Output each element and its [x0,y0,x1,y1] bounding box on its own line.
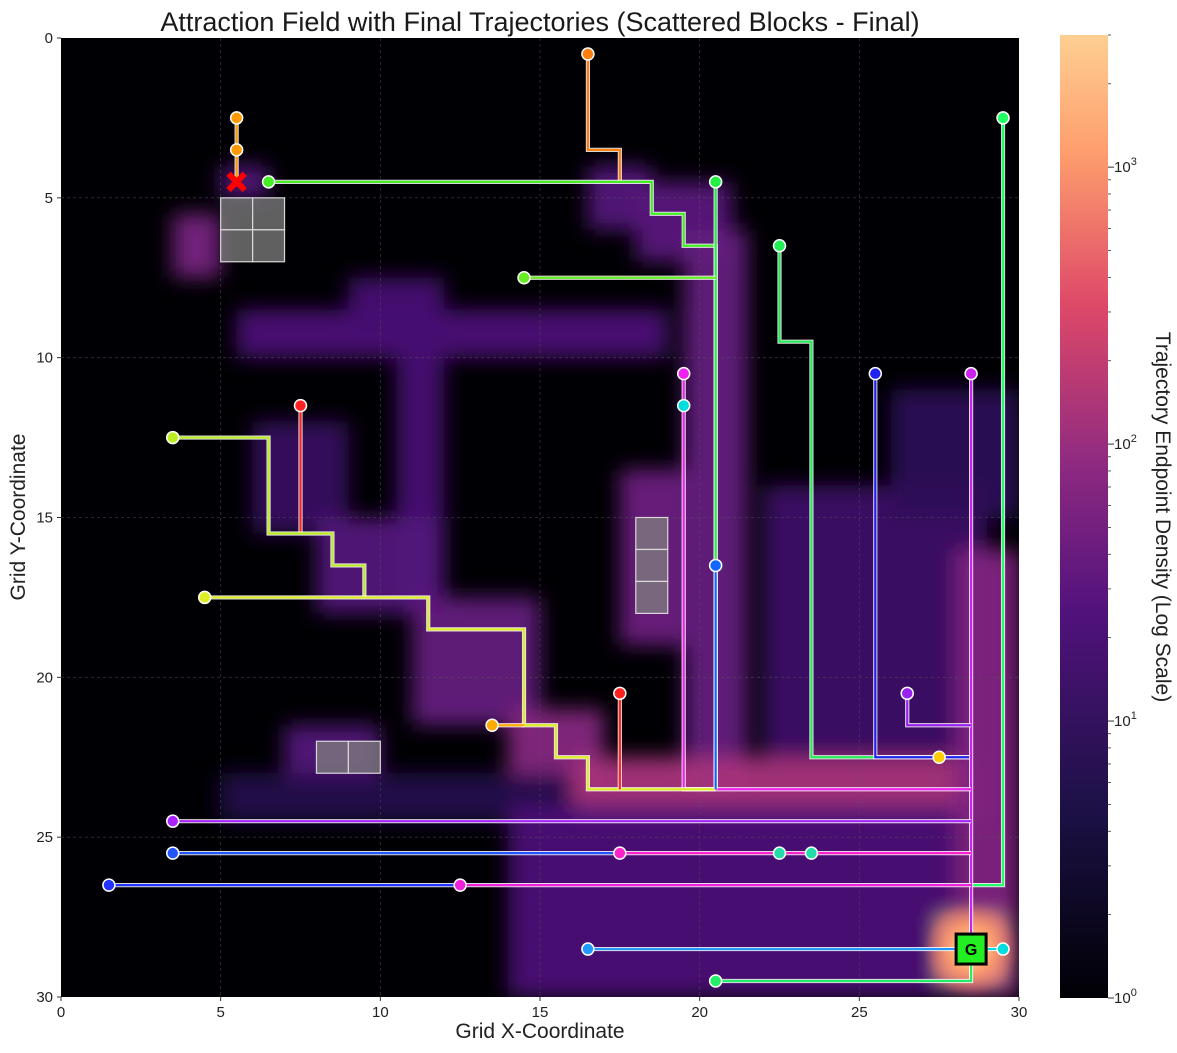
x-tick-label: 10 [372,1004,389,1021]
trajectory-start-point [772,846,787,860]
trajectory-start-point [581,47,595,61]
obstacle-block [315,740,350,774]
plot-area: G [61,38,1019,997]
y-tick-label: 10 [36,350,53,367]
trajectory-start-point [166,814,180,828]
trajectory-start-point [676,398,691,413]
trajectory-path [586,53,621,182]
trajectory-start-point [613,686,627,701]
trajectory-start-point [708,974,723,988]
x-tick-label: 0 [57,1004,65,1021]
colorbar-ticks: 100 101 102 103 [1108,34,1137,1007]
trajectory-start-point [581,942,595,956]
trajectory-start-point [804,846,819,860]
trajectory-start-point [708,175,723,189]
goal: G [226,171,988,966]
trajectory-start-point [517,271,531,285]
density-cell [348,277,445,326]
obstacle-block [635,580,669,615]
goal-marker [954,932,988,966]
x-tick-label: 30 [1011,1004,1028,1021]
trajectory-start-point [166,846,180,860]
trajectory-start-point [964,366,978,381]
y-tick-label: 0 [45,30,53,47]
obstacles [220,197,669,774]
colorbar-tick-label: 103 [1114,156,1137,176]
colorbar: 100 101 102 103 Trajectory Endpoint Density… [1060,34,1174,1007]
trajectory-start-point [197,590,212,605]
x-tick-label: 25 [851,1004,868,1021]
x-tick-label: 15 [532,1004,549,1021]
y-tick-label: 25 [36,829,53,846]
obstacle-block [220,197,254,231]
trajectory-path [971,117,1005,887]
goal-label: G [965,942,977,959]
colorbar-gradient [1060,35,1108,998]
colorbar-tick-label: 102 [1114,433,1137,453]
trajectory-start-point [932,750,946,764]
trajectory-start-point [229,111,244,125]
y-tick-label: 15 [36,510,53,527]
x-tick-label: 20 [691,1004,708,1021]
density-cell [220,165,269,198]
failure-cross-marker [226,171,247,193]
colorbar-tick-label: 101 [1114,710,1137,730]
trajectory-start-point [708,558,723,573]
y-tick-label: 20 [36,669,53,686]
trajectories [102,47,1010,988]
colorbar-label: Trajectory Endpoint Density (Log Scale) [1151,332,1174,702]
trajectory-start-point [293,398,308,413]
obstacle-block [347,740,381,774]
trajectory-path [906,693,972,727]
trajectory-path [204,596,716,791]
obstacle-block [635,516,669,551]
trajectory-path [778,245,972,759]
y-tick-label: 30 [36,989,53,1006]
trajectory-start-point [868,366,883,381]
y-axis-label: Grid Y-Coordinate [7,434,30,601]
density-cell [508,805,956,997]
trajectory-path [172,436,366,598]
obstacle-block [252,229,286,263]
trajectory-start-point [772,239,787,253]
trajectory-start-point [229,143,244,157]
density-cell [236,309,668,358]
trajectory-start-point [900,686,914,701]
density-cell [891,389,1019,518]
trajectory-start-point [996,942,1010,956]
chart-title: Attraction Field with Final Trajectories… [160,7,919,37]
grid-lines [61,38,1019,997]
density-cell [412,597,540,726]
trajectory-start-point [453,878,467,892]
y-tick-label: 5 [45,190,53,207]
obstacle-block [635,548,669,583]
x-axis-label: Grid X-Coordinate [455,1020,624,1043]
obstacle-block [220,229,254,263]
trajectory-start-point [261,175,276,189]
trajectory-start-point [485,718,499,733]
trajectory-start-point [102,878,116,892]
trajectory-start-point [996,111,1010,125]
obstacle-block [252,197,286,231]
colorbar-tick-label: 100 [1114,987,1137,1007]
trajectory-start-point [676,366,691,381]
density-cell [172,213,221,278]
x-tick-label: 5 [216,1004,224,1021]
trajectory-start-point [166,430,180,445]
trajectory-start-point [613,846,627,860]
